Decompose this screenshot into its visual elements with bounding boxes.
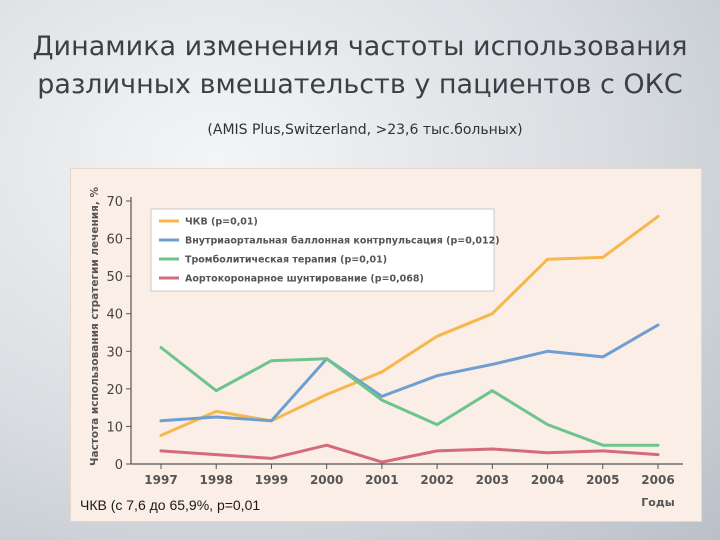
x-axis-title: Годы: [641, 496, 674, 509]
series-line-2: [159, 323, 660, 423]
x-tick-label: 2005: [586, 473, 619, 487]
x-tick-label: 2002: [420, 473, 453, 487]
y-axis-title: Частота использования стратегии лечения,…: [89, 187, 101, 466]
title-line-1: Динамика изменения частоты использования: [32, 31, 688, 62]
x-tick-label: 2003: [476, 473, 509, 487]
x-tick-label: 2001: [365, 473, 398, 487]
legend-label: ЧКВ (р=0,01): [185, 217, 258, 228]
legend-label: Внутриаортальная баллонная контрпульсаци…: [185, 236, 500, 247]
legend-label: Тромболитическая терапия (р=0,01): [185, 255, 387, 266]
x-tick-label: 1997: [144, 473, 177, 487]
slide-title: Динамика изменения частоты использования…: [0, 28, 720, 104]
y-tick-label: 50: [106, 270, 123, 285]
y-tick-label: 30: [106, 345, 123, 360]
title-line-2: различных вмешательств у пациентов с ОКС: [37, 69, 683, 100]
line-chart: 0 10 20 30 40 50 60 70 1997 1998 1999 2000 2001 2002 2…: [89, 187, 683, 509]
x-tick-label: 1998: [200, 473, 233, 487]
chart-caption: ЧКВ (с 7,6 до 65,9%, р=0,01: [80, 497, 261, 513]
x-tick-label: 2004: [531, 473, 564, 487]
legend-label: Аортокоронарное шунтирование (р=0,068): [185, 274, 424, 285]
series-line-1: [159, 214, 660, 437]
y-tick-label: 10: [106, 420, 123, 435]
chart-panel: 0 10 20 30 40 50 60 70 1997 1998 1999 2000 2001 2002 2…: [70, 168, 702, 522]
x-tick-label: 2000: [310, 473, 343, 487]
series-line-3: [159, 346, 660, 447]
legend-box: [150, 208, 495, 292]
series-line-4: [159, 443, 660, 464]
y-tick-label: 70: [106, 195, 123, 210]
x-tick-label: 2006: [641, 473, 674, 487]
y-tick-label: 20: [106, 383, 123, 398]
x-tick-label: 1999: [255, 473, 288, 487]
y-tick-label: 60: [106, 233, 123, 248]
y-tick-label: 40: [106, 308, 123, 323]
y-tick-label: 0: [115, 458, 123, 473]
slide-subtitle: (AMIS Plus,Switzerland, >23,6 тыс.больны…: [207, 122, 523, 138]
